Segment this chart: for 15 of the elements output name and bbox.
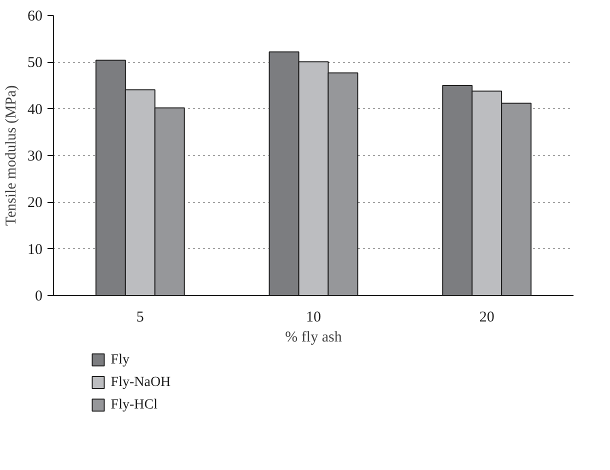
x-axis-title: % fly ash (285, 330, 342, 346)
legend-label: Fly (110, 352, 130, 368)
y-tick-label: 40 (28, 102, 42, 118)
x-tick-label: 10 (306, 310, 321, 326)
y-tick-label: 60 (28, 8, 42, 24)
x-tick-label: 20 (479, 310, 494, 326)
y-tick-label: 50 (28, 55, 42, 72)
x-tick-label: 5 (136, 310, 144, 326)
y-tick-label: 20 (28, 195, 42, 212)
y-axis-title: Tensile modulus (MPa) (4, 85, 20, 226)
y-tick-label: 30 (28, 148, 42, 164)
y-tick-label: 0 (35, 288, 42, 304)
y-tick-label: 10 (28, 242, 42, 258)
legend-label: Fly-NaOH (110, 375, 171, 390)
legend-label: Fly-HCl (110, 398, 158, 413)
